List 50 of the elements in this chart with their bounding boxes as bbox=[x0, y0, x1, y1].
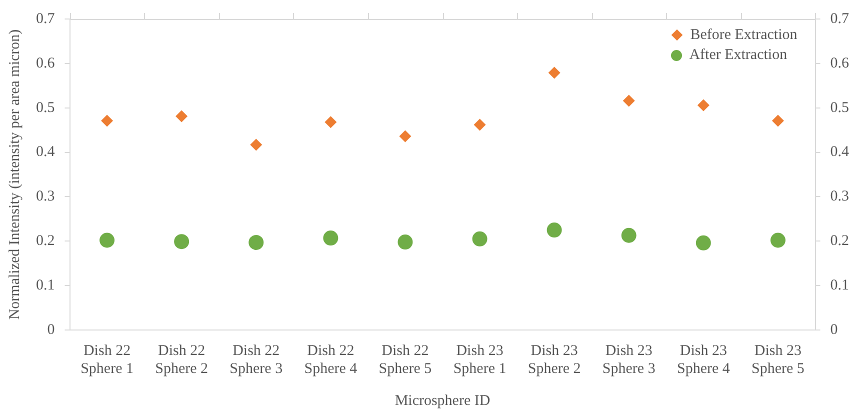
x-tick-label: Dish 23 Sphere 5 bbox=[752, 342, 804, 377]
point bbox=[176, 110, 188, 122]
x-tick-label: Dish 22 Sphere 1 bbox=[80, 342, 134, 377]
x-tick-label: Dish 23 Sphere 1 bbox=[453, 342, 506, 377]
point bbox=[474, 118, 486, 131]
point bbox=[101, 114, 114, 127]
point bbox=[772, 114, 784, 127]
x-tick-label: Dish 22 Sphere 2 bbox=[155, 342, 208, 377]
point bbox=[697, 99, 710, 112]
point bbox=[472, 231, 488, 246]
x-tick-label: Dish 22 Sphere 4 bbox=[304, 342, 358, 377]
point bbox=[770, 232, 786, 248]
point bbox=[622, 94, 635, 107]
y2-tick-label: 0.2 bbox=[830, 233, 849, 250]
y2-tick-label: 0.5 bbox=[830, 100, 849, 116]
y-tick-label: 0.7 bbox=[36, 10, 56, 27]
x-tick-label: Dish 23 Sphere 2 bbox=[528, 342, 581, 377]
point bbox=[250, 138, 262, 151]
point bbox=[546, 222, 562, 238]
x-tick-label: Dish 23 Sphere 3 bbox=[602, 342, 656, 377]
y2-tick-label: 0.4 bbox=[830, 144, 850, 160]
y-axis-title: Normalized Intensity (intensity per area micron) bbox=[6, 29, 23, 320]
y2-tick-label: 0.1 bbox=[830, 278, 849, 294]
point bbox=[174, 234, 190, 250]
point bbox=[548, 66, 560, 79]
y2-tick-label: 0 bbox=[830, 322, 838, 338]
point bbox=[621, 228, 636, 243]
x-axis-title: Microsphere ID bbox=[394, 392, 490, 409]
y-tick-label: 0.3 bbox=[36, 188, 55, 205]
point bbox=[398, 234, 413, 250]
y-tick-label: 0.6 bbox=[36, 55, 56, 72]
point bbox=[248, 234, 264, 250]
y-tick-label: 0.5 bbox=[36, 100, 55, 116]
point bbox=[399, 130, 412, 142]
x-tick-label: Dish 22 Sphere 5 bbox=[378, 342, 432, 377]
y-tick-label: 0.4 bbox=[36, 144, 56, 160]
legend-label: Before Extraction bbox=[690, 26, 798, 45]
y2-tick-label: 0.3 bbox=[830, 188, 849, 205]
x-tick-label: Dish 23 Sphere 4 bbox=[676, 342, 730, 377]
y-tick-label: 0 bbox=[47, 322, 55, 338]
point bbox=[100, 232, 115, 248]
y2-tick-label: 0.6 bbox=[830, 55, 850, 72]
y-tick-label: 0.1 bbox=[36, 278, 55, 294]
x-tick-label: Dish 22 Sphere 3 bbox=[230, 342, 283, 377]
point bbox=[696, 235, 711, 250]
y2-tick-label: 0.7 bbox=[830, 10, 850, 27]
point bbox=[324, 116, 337, 128]
legend-label: After Extraction bbox=[689, 46, 788, 65]
point bbox=[323, 230, 338, 246]
y-tick-label: 0.2 bbox=[36, 233, 55, 250]
